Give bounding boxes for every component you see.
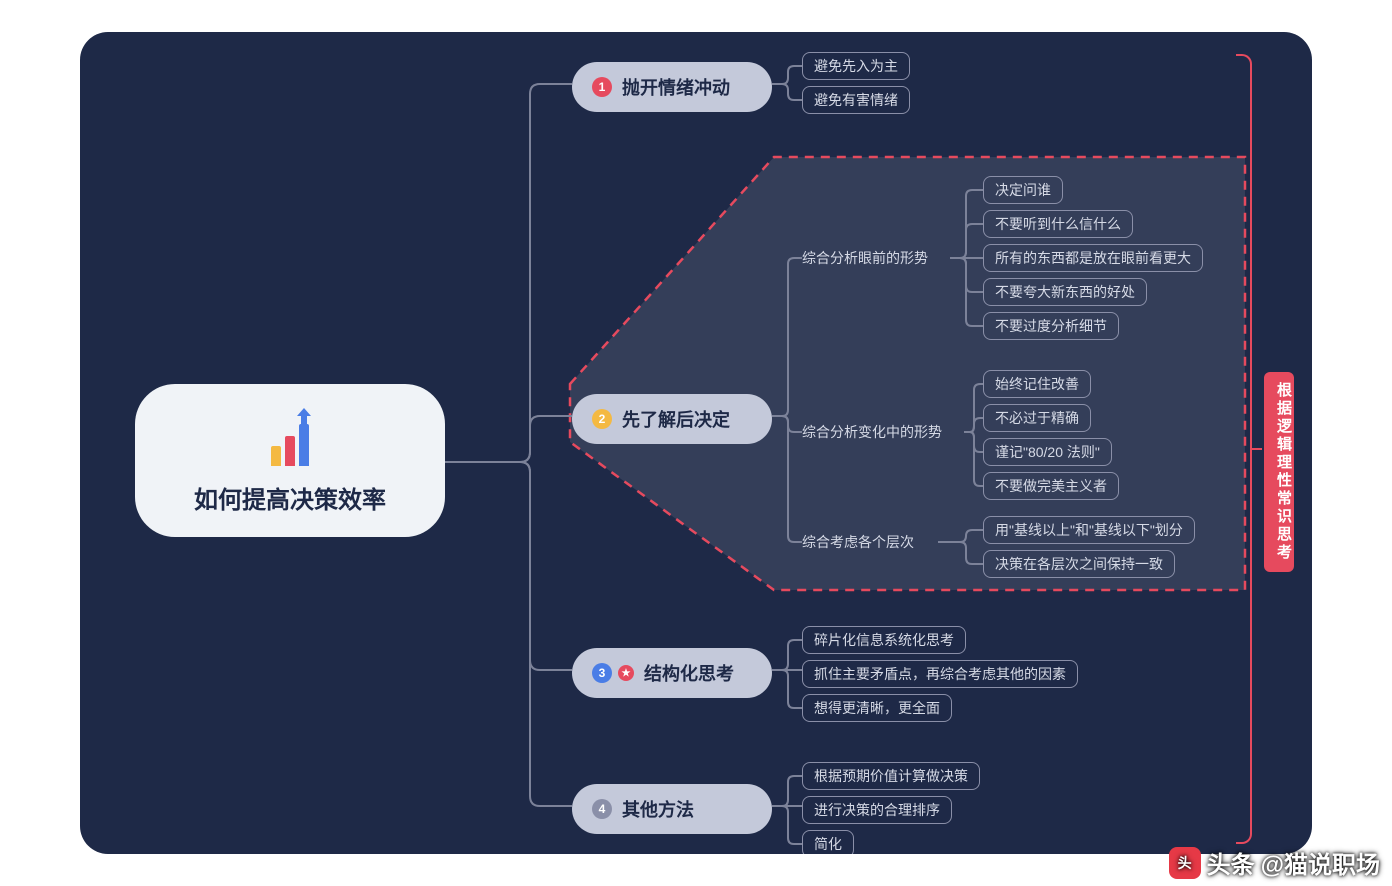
watermark-text: @猫说职场 xyxy=(1261,845,1380,880)
leaf: 避免先入为主 xyxy=(802,52,910,80)
leaf: 决定问谁 xyxy=(983,176,1063,204)
badge-3: 3 xyxy=(592,663,612,683)
leaf: 不要做完美主义者 xyxy=(983,472,1119,500)
leaf: 避免有害情绪 xyxy=(802,86,910,114)
branch-4-label: 其他方法 xyxy=(622,796,694,822)
bracket-tick xyxy=(1252,448,1262,450)
badge-4: 4 xyxy=(592,799,612,819)
leaf: 不要过度分析细节 xyxy=(983,312,1119,340)
leaf: 不必过于精确 xyxy=(983,404,1091,432)
branch-2: 2 先了解后决定 xyxy=(572,394,772,444)
badge-2: 2 xyxy=(592,409,612,429)
branch-4: 4 其他方法 xyxy=(572,784,772,834)
leaf: 始终记住改善 xyxy=(983,370,1091,398)
watermark-prefix: 头条 xyxy=(1207,845,1255,880)
leaf: 不要夸大新东西的好处 xyxy=(983,278,1147,306)
leaf: 想得更清晰，更全面 xyxy=(802,694,952,722)
leaf: 抓住主要矛盾点，再综合考虑其他的因素 xyxy=(802,660,1078,688)
watermark-logo-icon: 头 xyxy=(1169,847,1201,879)
leaf: 进行决策的合理排序 xyxy=(802,796,952,824)
mindmap-canvas: 如何提高决策效率 1 抛开情绪冲动 避免先入为主 避免有害情绪 2 先了解后决定… xyxy=(80,32,1312,854)
subgroup-label: 综合考虑各个层次 xyxy=(802,532,914,552)
leaf: 简化 xyxy=(802,830,854,854)
branch-1-label: 抛开情绪冲动 xyxy=(622,74,730,100)
leaf: 根据预期价值计算做决策 xyxy=(802,762,980,790)
branch-3: 3 ★ 结构化思考 xyxy=(572,648,772,698)
summary-label: 根据逻辑理性常识思考 xyxy=(1264,372,1294,572)
leaf: 不要听到什么信什么 xyxy=(983,210,1133,238)
leaf: 用"基线以上"和"基线以下"划分 xyxy=(983,516,1195,544)
root-title: 如何提高决策效率 xyxy=(155,480,425,515)
star-icon: ★ xyxy=(618,665,634,681)
leaf: 谨记"80/20 法则" xyxy=(983,438,1112,466)
subgroup-label: 综合分析变化中的形势 xyxy=(802,422,942,442)
watermark: 头 头条 @猫说职场 xyxy=(1169,845,1380,880)
subgroup-label: 综合分析眼前的形势 xyxy=(802,248,928,268)
summary-bracket xyxy=(1236,54,1252,844)
chart-icon xyxy=(155,412,425,466)
root-node: 如何提高决策效率 xyxy=(135,384,445,537)
branch-3-label: 结构化思考 xyxy=(644,660,734,686)
leaf: 所有的东西都是放在眼前看更大 xyxy=(983,244,1203,272)
leaf: 碎片化信息系统化思考 xyxy=(802,626,966,654)
branch-2-label: 先了解后决定 xyxy=(622,406,730,432)
badge-1: 1 xyxy=(592,77,612,97)
leaf: 决策在各层次之间保持一致 xyxy=(983,550,1175,578)
branch-1: 1 抛开情绪冲动 xyxy=(572,62,772,112)
